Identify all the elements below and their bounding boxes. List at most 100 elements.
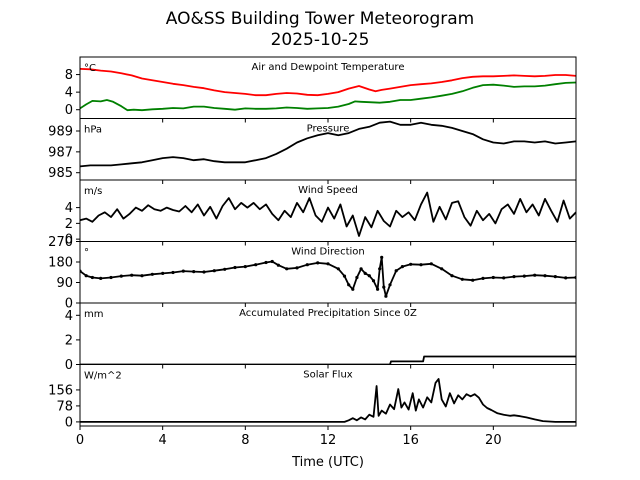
data-point-3-27 [336,267,340,271]
data-point-3-11 [181,269,185,273]
y-tick-label-4-0: 0 [65,358,73,373]
data-point-3-17 [243,265,247,269]
data-point-3-25 [316,261,320,265]
x-tick-label-0: 0 [76,433,84,448]
chart-panels: 048 °C Air and Dewpoint Temperature9859879… [48,56,577,448]
data-point-3-24 [305,263,309,267]
data-point-3-26 [326,262,330,266]
data-point-3-22 [285,267,289,271]
series-line-2-0 [80,191,576,237]
y-tick-label-0-2: 8 [65,68,73,83]
data-point-3-20 [270,259,274,264]
panel-unit-0: °C [84,63,96,74]
data-point-3-45 [419,263,423,267]
data-point-3-54 [512,275,516,279]
y-tick-label-5-1: 78 [56,399,73,414]
data-point-3-31 [355,275,359,280]
data-point-3-47 [440,267,444,271]
y-tick-label-5-2: 156 [48,383,73,398]
data-point-3-51 [481,276,485,280]
y-tick-label-2-2: 4 [65,201,73,216]
panel-title-3: Wind Direction [291,247,365,258]
data-point-3-43 [400,265,404,269]
y-tick-label-3-3: 270 [48,235,73,250]
data-point-3-3 [99,276,103,280]
y-tick-label-2-0: 0 [65,233,73,248]
y-tick-label-1-1: 987 [48,145,73,160]
data-point-3-18 [254,263,258,267]
y-tick-label-1-2: 989 [48,125,73,140]
figure-title-line1: AO&SS Building Tower Meteorogram [166,9,474,29]
y-tick-label-0-0: 0 [65,103,73,118]
data-point-3-39 [382,285,386,289]
data-point-3-59 [564,276,568,280]
panel-unit-1: hPa [84,125,102,136]
data-point-3-34 [367,274,371,278]
data-point-3-36 [376,287,380,291]
panel-2: 024 m/s Wind Speed [65,179,577,248]
y-tick-label-3-1: 90 [56,276,73,291]
data-point-3-32 [359,267,363,271]
data-point-3-56 [533,273,537,277]
data-point-3-30 [351,287,355,291]
panel-title-2: Wind Speed [298,185,358,196]
data-point-3-48 [450,274,454,278]
panel-unit-3: ° [84,248,89,259]
y-tick-label-1-0: 985 [48,166,73,181]
data-point-3-42 [394,269,398,273]
data-point-3-12 [192,270,196,274]
panel-title-4: Accumulated Precipitation Since 0Z [239,308,417,319]
x-tick-label-1: 4 [159,433,167,448]
figure-title-line2: 2025-10-25 [271,30,370,50]
y-tick-label-2-1: 2 [65,217,73,232]
series-line-5-0 [80,377,576,423]
data-point-3-23 [295,266,299,270]
data-point-3-50 [471,278,475,282]
data-point-3-10 [171,270,175,275]
panel-title-1: Pressure [307,124,350,135]
data-point-3-37 [378,267,382,271]
x-tick-label-4: 16 [402,433,419,448]
panel-title-0: Air and Dewpoint Temperature [252,62,405,73]
panel-0: 0 4 8 °C Air and Dewpoint Temperature [65,56,577,123]
data-point-3-58 [553,275,557,279]
series-line-0-1 [80,81,576,112]
panel-3: 0 90 180 270 ° Wind Direction [48,235,577,312]
data-point-3-40 [384,294,388,298]
data-point-3-16 [233,265,237,270]
data-point-3-9 [161,271,165,275]
y-tick-label-4-1: 2 [65,333,73,348]
data-point-3-46 [429,262,433,266]
data-point-3-13 [202,270,206,274]
y-tick-label-3-0: 0 [65,297,73,312]
y-tick-label-0-1: 4 [65,86,73,101]
data-point-3-53 [502,276,506,280]
data-point-3-4 [109,275,113,280]
data-point-3-33 [363,271,367,275]
series-line-4-0 [80,355,576,365]
y-tick-label-3-2: 180 [48,256,73,271]
data-point-3-8 [150,272,154,276]
data-point-3-5 [119,274,123,278]
panel-1: 985 987 989 hPa Pressure [48,118,577,184]
data-point-3-2 [90,275,94,280]
data-point-3-29 [347,283,351,287]
x-tick-label-2: 8 [241,433,249,448]
data-point-3-57 [543,274,547,278]
panel-unit-2: m/s [84,186,102,197]
data-point-3-28 [342,274,347,278]
data-point-3-49 [460,277,464,281]
data-point-3-44 [409,262,413,266]
data-point-3-52 [491,275,495,280]
x-tick-label-5: 20 [485,433,502,448]
series-line-1-0 [80,120,576,168]
data-point-3-35 [371,279,376,283]
data-point-3-1 [84,274,88,278]
series-line-0-0 [80,68,576,97]
x-axis-label: Time (UTC) [291,455,364,470]
data-point-3-38 [380,255,384,259]
data-point-3-19 [264,260,268,265]
data-point-3-55 [522,274,526,278]
data-point-3-15 [223,267,227,271]
